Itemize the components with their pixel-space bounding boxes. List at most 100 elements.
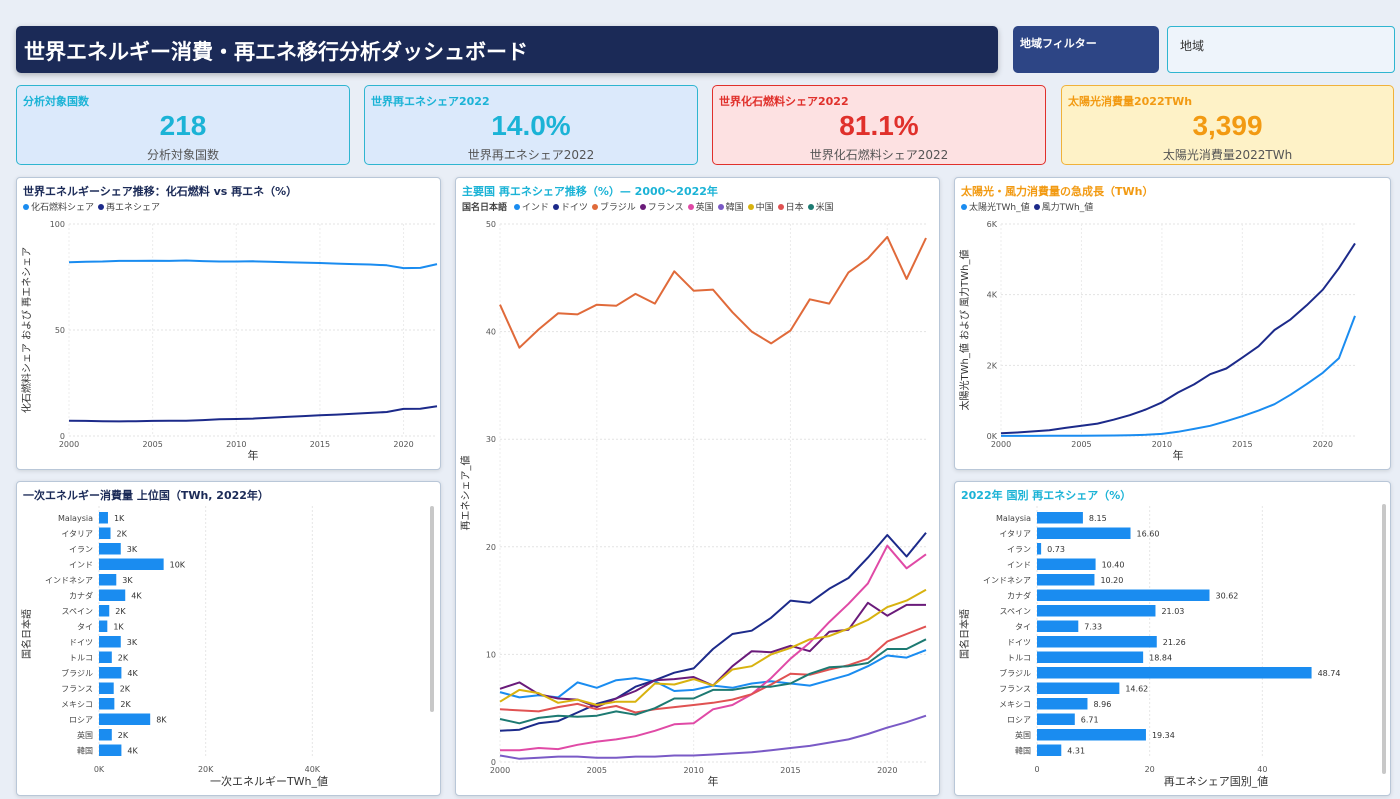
legend-item[interactable]: インド (513, 203, 549, 213)
series-line (499, 714, 927, 760)
data-label: 14.62 (1125, 684, 1148, 693)
x-axis-title: 再エネシェア国別_値 (1164, 775, 1269, 788)
category-label: イタリア (61, 529, 93, 538)
x-tick-label: 2000 (59, 440, 79, 449)
legend-label: フランス (647, 203, 684, 213)
series-line (499, 601, 926, 709)
legend-item[interactable]: 化石燃料シェア (23, 203, 94, 213)
bar (1037, 667, 1312, 679)
category-label: ロシア (1007, 715, 1031, 724)
card-subtitle: 世界再エネシェア2022 (467, 148, 595, 162)
legend-item[interactable]: 中国 (747, 203, 774, 213)
category-label: カナダ (1007, 590, 1031, 600)
kpi-card-countries: 分析対象国数 218 分析対象国数 (16, 85, 350, 165)
legend-marker-icon (807, 204, 814, 210)
y-axis-title: 国名日本語 (958, 609, 971, 659)
series-line (499, 625, 927, 714)
data-label: 2K (120, 684, 131, 693)
category-label: 韓国 (77, 745, 93, 755)
legend-item[interactable]: ドイツ (552, 203, 588, 213)
series-line (500, 544, 927, 752)
legend-label: 風力TWh_値 (1041, 203, 1094, 213)
data-label: 8.96 (1093, 700, 1111, 709)
series-line (499, 638, 927, 725)
series-line (499, 532, 927, 732)
chart-title: 2022年 国別 再エネシェア（%） (961, 489, 1132, 502)
x-axis-title: 年 (248, 448, 259, 462)
series-line (68, 405, 438, 423)
y-tick-label: 30 (486, 435, 496, 444)
legend-item[interactable]: 日本 (777, 203, 804, 213)
data-label: 2K (117, 529, 128, 538)
chart-legend: 太陽光TWh_値 風力TWh_値 (961, 200, 1097, 213)
chart-title: 太陽光・風力消費量の急成長（TWh） (961, 185, 1154, 198)
bar (1037, 589, 1210, 601)
bar (1037, 605, 1156, 617)
bar (1037, 636, 1157, 648)
legend-item[interactable]: 太陽光TWh_値 (961, 203, 1030, 213)
y-tick-label: 50 (55, 326, 65, 335)
x-axis-title: 年 (708, 774, 719, 788)
card-title: 世界化石燃料シェア2022 (719, 95, 849, 108)
chart-scrollbar[interactable] (430, 506, 434, 712)
chart-scrollbar[interactable] (1382, 504, 1386, 774)
region-slicer[interactable]: 地域 (1167, 26, 1395, 73)
page-title: 世界エネルギー消費・再エネ移行分析ダッシュボード (16, 26, 998, 73)
category-label: トルコ (69, 653, 93, 662)
chart-panel-energy-share: 世界エネルギーシェア推移：化石燃料 vs 再エネ（%） 化石燃料シェア 再エネシェ… (16, 177, 441, 470)
y-tick-label: 6K (987, 220, 998, 229)
legend-label: 韓国 (725, 203, 744, 213)
legend-item[interactable]: 韓国 (717, 203, 744, 213)
chart-legend: 化石燃料シェア 再エネシェア (23, 200, 164, 213)
legend-marker-icon (552, 204, 559, 210)
category-label: フランス (999, 684, 1031, 693)
legend-label: ブラジル (599, 203, 636, 213)
filter-label: 地域フィルター (1013, 26, 1159, 73)
data-label: 7.33 (1084, 622, 1102, 631)
legend-item[interactable]: 再エネシェア (98, 203, 160, 213)
legend-item[interactable]: 風力TWh_値 (1033, 203, 1094, 213)
y-axis-title: 太陽光TWh_値 および 風力TWh_値 (958, 249, 971, 410)
data-label: 18.84 (1149, 653, 1172, 662)
data-label: 4K (127, 746, 138, 755)
y-axis-title: 国名日本語 (20, 609, 33, 659)
bar (1037, 651, 1144, 663)
legend-item[interactable]: 米国 (807, 203, 834, 213)
legend-marker-icon (639, 204, 646, 210)
bar (1037, 698, 1088, 710)
bar (99, 589, 126, 601)
bar (99, 605, 110, 617)
card-subtitle: 太陽光消費量2022TWh (1162, 148, 1293, 162)
legend-label: 日本 (785, 203, 804, 213)
x-tick-label: 20 (1145, 765, 1155, 774)
bar (99, 636, 121, 648)
card-value: 81.1% (839, 110, 919, 141)
data-label: 19.34 (1152, 731, 1175, 740)
legend-item[interactable]: ブラジル (591, 203, 636, 213)
y-tick-label: 40 (486, 328, 496, 337)
data-label: 16.60 (1137, 529, 1160, 538)
card-value: 3,399 (1192, 110, 1263, 141)
category-label: イラン (1007, 545, 1031, 554)
data-label: 6.71 (1081, 715, 1099, 724)
data-label: 3K (122, 576, 133, 585)
legend-item[interactable]: フランス (639, 203, 684, 213)
bar (99, 543, 121, 555)
y-axis-title: 再エネシェア_値 (459, 456, 472, 531)
category-label: インド (1007, 560, 1031, 569)
category-label: インドネシア (45, 576, 93, 585)
category-label: ロシア (69, 715, 93, 724)
legend-item[interactable]: 英国 (687, 203, 714, 213)
data-label: 1K (113, 622, 124, 631)
series-line (499, 588, 927, 706)
category-label: ブラジル (61, 668, 93, 678)
bar (1037, 620, 1079, 632)
x-tick-label: 2015 (780, 766, 800, 775)
bar (99, 729, 112, 741)
category-label: スペイン (62, 607, 93, 616)
y-tick-label: 4K (987, 291, 998, 300)
category-label: タイ (1015, 622, 1031, 631)
bar (1037, 558, 1096, 570)
card-value: 14.0% (491, 110, 571, 141)
